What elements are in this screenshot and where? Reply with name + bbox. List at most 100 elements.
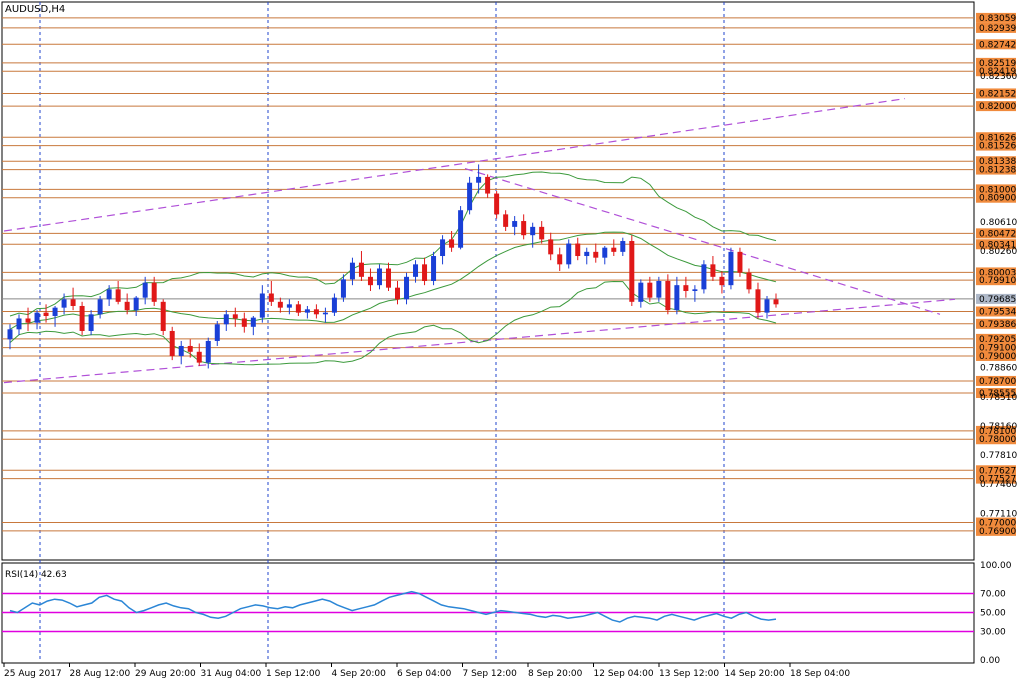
- candle-body-34: [313, 309, 319, 315]
- candle-body-75: [683, 285, 689, 291]
- level-tag-28: [976, 517, 1016, 528]
- candle-body-43: [395, 287, 401, 300]
- candle-body-77: [701, 264, 707, 290]
- symbol-title: AUDUSD,H4: [5, 4, 65, 15]
- price-tick-3: 0.78860: [980, 364, 1017, 374]
- candle-body-5: [52, 307, 58, 316]
- bb-lower: [9, 280, 777, 366]
- level-label-26: 0.77627: [979, 466, 1016, 476]
- candle-body-16: [151, 282, 157, 302]
- level-label-22: 0.78700: [979, 377, 1016, 387]
- candle-body-76: [692, 289, 698, 291]
- candle-body-82: [746, 272, 752, 290]
- price-tick-6: 0.77810: [980, 451, 1017, 461]
- candle-body-58: [530, 226, 536, 236]
- level-tag-16: [976, 275, 1016, 286]
- level-tag-9: [976, 156, 1016, 167]
- candle-body-55: [503, 214, 509, 227]
- current-price-tag: [976, 293, 1016, 304]
- candle-body-35: [322, 312, 328, 315]
- level-tag-21: [976, 350, 1016, 361]
- candle-body-4: [43, 312, 49, 316]
- trendlines: [3, 98, 956, 384]
- candle-body-9: [88, 314, 94, 331]
- candle-body-19: [178, 345, 184, 356]
- level-label-20: 0.79100: [979, 344, 1016, 354]
- candle-body-30: [277, 301, 283, 308]
- candle-body-50: [458, 210, 464, 248]
- level-tag-14: [976, 239, 1016, 250]
- level-label-12: 0.80900: [979, 194, 1016, 204]
- candle-body-79: [719, 276, 725, 286]
- rsi-tick-3: 30.00: [980, 628, 1006, 638]
- candle-body-68: [620, 241, 626, 252]
- candle-body-69: [629, 241, 635, 302]
- level-tag-26: [976, 465, 1016, 476]
- time-label-0: 25 Aug 2017: [4, 669, 62, 679]
- level-label-9: 0.81338: [979, 157, 1016, 167]
- candle-body-13: [124, 301, 130, 311]
- candle-body-85: [773, 299, 779, 305]
- candle-body-66: [602, 247, 608, 258]
- candle-body-26: [241, 318, 247, 327]
- candle-body-49: [449, 239, 455, 248]
- candle-body-20: [187, 345, 193, 352]
- candle-body-46: [422, 264, 428, 281]
- level-label-4: 0.82419: [979, 67, 1016, 77]
- candle-body-33: [304, 309, 310, 313]
- rsi-title: RSI(14) 42.63: [5, 570, 67, 580]
- candle-body-23: [214, 324, 220, 341]
- time-label-4: 1 Sep 12:00: [266, 669, 321, 679]
- candle-body-14: [133, 297, 139, 311]
- candle-body-27: [250, 317, 256, 327]
- candle-body-42: [385, 268, 391, 288]
- candle-body-52: [476, 176, 482, 183]
- candle-body-74: [674, 285, 680, 311]
- candle-body-15: [142, 282, 148, 298]
- candle-body-72: [656, 281, 662, 298]
- time-label-2: 29 Aug 20:00: [135, 669, 196, 679]
- level-label-14: 0.80341: [979, 240, 1016, 250]
- level-tag-1: [976, 22, 1016, 33]
- candle-body-71: [647, 282, 653, 298]
- candle-body-18: [169, 330, 175, 356]
- level-label-29: 0.76900: [979, 527, 1016, 537]
- rsi-line: [9, 590, 777, 623]
- level-tag-8: [976, 140, 1016, 151]
- level-label-18: 0.79386: [979, 320, 1016, 330]
- level-tag-2: [976, 39, 1016, 50]
- level-tag-29: [976, 525, 1016, 536]
- time-label-9: 12 Sep 04:00: [594, 669, 654, 679]
- period-separators: [39, 2, 725, 660]
- candle-body-67: [611, 247, 617, 252]
- candle-body-21: [196, 351, 202, 363]
- candle-body-2: [25, 318, 31, 323]
- time-label-12: 18 Sep 04:00: [790, 669, 850, 679]
- level-label-2: 0.82742: [979, 40, 1016, 50]
- level-tag-25: [976, 434, 1016, 445]
- candle-body-29: [268, 293, 274, 302]
- descending-trendline: [464, 167, 941, 315]
- current-price-label: 0.79685: [979, 295, 1016, 305]
- candle-body-38: [349, 262, 355, 280]
- candle-body-28: [259, 293, 265, 318]
- time-label-11: 14 Sep 20:00: [725, 669, 785, 679]
- candle-body-78: [710, 264, 716, 277]
- level-tag-24: [976, 425, 1016, 436]
- level-label-7: 0.81626: [979, 133, 1016, 143]
- level-label-24: 0.78100: [979, 427, 1016, 437]
- level-tag-18: [976, 318, 1016, 329]
- level-label-15: 0.80003: [979, 268, 1016, 278]
- level-label-1: 0.82939: [979, 24, 1016, 34]
- level-label-3: 0.82519: [979, 59, 1016, 69]
- price-tick-5: 0.78160: [980, 422, 1017, 432]
- candle-body-41: [376, 268, 382, 286]
- time-label-1: 28 Aug 12:00: [70, 669, 131, 679]
- candle-body-57: [521, 221, 527, 236]
- candle-body-12: [115, 289, 121, 302]
- candle-body-64: [584, 251, 590, 257]
- candle-body-24: [223, 314, 229, 325]
- level-tag-15: [976, 267, 1016, 278]
